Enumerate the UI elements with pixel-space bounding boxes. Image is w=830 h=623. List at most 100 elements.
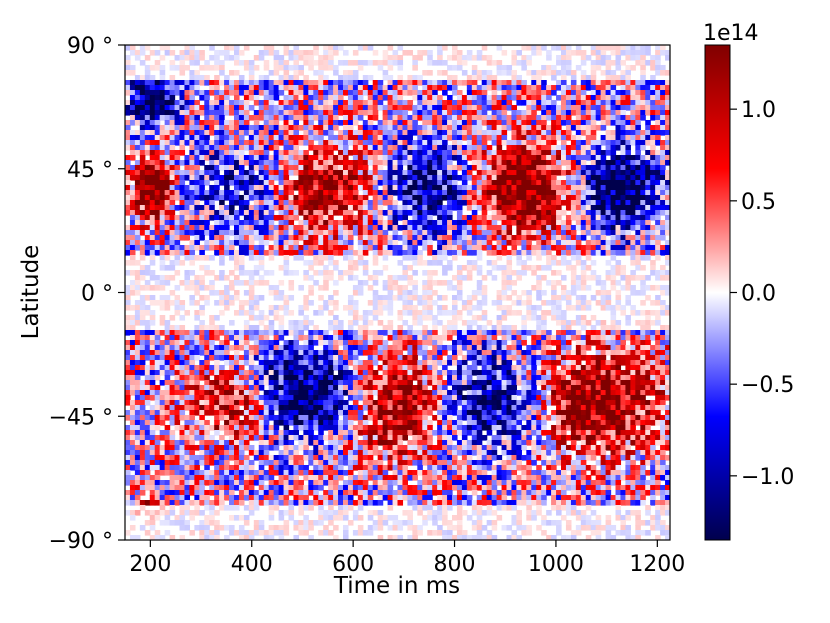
heatmap-cell xyxy=(219,145,225,151)
heatmap-cell xyxy=(397,325,404,331)
heatmap-cell xyxy=(452,255,458,261)
heatmap-cell xyxy=(605,215,612,221)
heatmap-cell xyxy=(338,225,344,231)
heatmap-cell xyxy=(347,275,354,281)
heatmap-cell xyxy=(456,145,463,151)
heatmap-cell xyxy=(655,245,661,251)
heatmap-cell xyxy=(645,325,651,331)
heatmap-cell xyxy=(362,180,369,186)
heatmap-cell xyxy=(541,195,547,201)
heatmap-cell xyxy=(224,300,230,306)
heatmap-cell xyxy=(347,210,354,216)
heatmap-cell xyxy=(625,150,631,156)
heatmap-cell xyxy=(144,75,151,81)
heatmap-cell xyxy=(526,235,532,241)
heatmap-cell xyxy=(466,110,473,116)
heatmap-cell xyxy=(224,125,230,131)
heatmap-cell xyxy=(506,125,513,131)
heatmap-cell xyxy=(352,260,359,266)
heatmap-cell xyxy=(466,235,473,241)
heatmap-cell xyxy=(660,180,666,186)
heatmap-cell xyxy=(620,115,626,121)
heatmap-cell xyxy=(263,60,270,66)
heatmap-cell xyxy=(179,330,186,336)
heatmap-cell xyxy=(298,180,304,186)
heatmap-cell xyxy=(452,45,458,51)
heatmap-cell xyxy=(531,185,537,191)
heatmap-cell xyxy=(343,90,349,96)
heatmap-cell xyxy=(556,105,562,111)
heatmap-cell xyxy=(447,190,453,196)
heatmap-cell xyxy=(214,195,220,201)
heatmap-cell xyxy=(456,90,463,96)
heatmap-cell xyxy=(248,290,255,296)
heatmap-cell xyxy=(625,220,631,226)
heatmap-cell xyxy=(491,155,498,161)
heatmap-cell xyxy=(466,245,473,251)
heatmap-cell xyxy=(343,225,349,231)
heatmap-cell xyxy=(432,190,438,196)
heatmap-cell xyxy=(561,210,567,216)
heatmap-cell xyxy=(536,80,542,86)
heatmap-cell xyxy=(283,150,290,156)
heatmap-cell xyxy=(273,120,280,126)
heatmap-cell xyxy=(129,250,136,256)
heatmap-cell xyxy=(650,125,656,131)
heatmap-cell xyxy=(476,175,483,181)
heatmap-cell xyxy=(610,190,617,196)
heatmap-cell xyxy=(516,75,522,81)
heatmap-cell xyxy=(486,320,493,326)
heatmap-cell xyxy=(293,155,299,161)
heatmap-cell xyxy=(665,155,670,161)
heatmap-cell xyxy=(134,135,141,141)
heatmap-cell xyxy=(521,140,527,146)
heatmap-cell xyxy=(343,220,349,226)
heatmap-cell xyxy=(650,260,656,266)
heatmap-cell xyxy=(248,165,255,171)
heatmap-cell xyxy=(620,75,626,81)
heatmap-cell xyxy=(610,175,617,181)
heatmap-cell xyxy=(437,150,443,156)
heatmap-cell xyxy=(303,120,309,126)
heatmap-cell xyxy=(427,230,433,236)
heatmap-cell xyxy=(283,180,290,186)
heatmap-cell xyxy=(377,60,384,66)
heatmap-cell xyxy=(452,330,458,336)
heatmap-cell xyxy=(506,255,513,261)
heatmap-cell xyxy=(219,245,225,251)
heatmap-cell xyxy=(357,175,364,181)
heatmap-cell xyxy=(234,60,240,66)
heatmap-cell xyxy=(318,95,324,101)
heatmap-cell xyxy=(333,165,339,171)
heatmap-cell xyxy=(417,95,423,101)
heatmap-cell xyxy=(159,160,166,166)
heatmap-cell xyxy=(179,95,186,101)
heatmap-cell xyxy=(258,130,265,136)
heatmap-cell xyxy=(328,310,334,316)
heatmap-cell xyxy=(209,90,215,96)
heatmap-cell xyxy=(139,105,146,111)
heatmap-cell xyxy=(620,135,626,141)
heatmap-cell xyxy=(343,175,349,181)
heatmap-cell xyxy=(278,125,285,131)
heatmap-cell xyxy=(159,210,166,216)
heatmap-cell xyxy=(565,95,572,101)
heatmap-cell xyxy=(169,300,176,306)
heatmap-cell xyxy=(491,130,498,136)
heatmap-cell xyxy=(496,200,503,206)
heatmap-cell xyxy=(595,105,602,111)
heatmap-cell xyxy=(164,105,171,111)
heatmap-cell xyxy=(229,125,235,131)
heatmap-cell xyxy=(630,260,636,266)
heatmap-cell xyxy=(268,185,275,191)
heatmap-cell xyxy=(273,80,280,86)
heatmap-cell xyxy=(521,120,527,126)
heatmap-cell xyxy=(169,145,176,151)
heatmap-cell xyxy=(595,80,602,86)
heatmap-cell xyxy=(665,240,670,246)
heatmap-cell xyxy=(333,330,339,336)
heatmap-cell xyxy=(442,230,448,236)
heatmap-cell xyxy=(546,140,552,146)
heatmap-cell xyxy=(630,95,636,101)
heatmap-cell xyxy=(442,145,448,151)
